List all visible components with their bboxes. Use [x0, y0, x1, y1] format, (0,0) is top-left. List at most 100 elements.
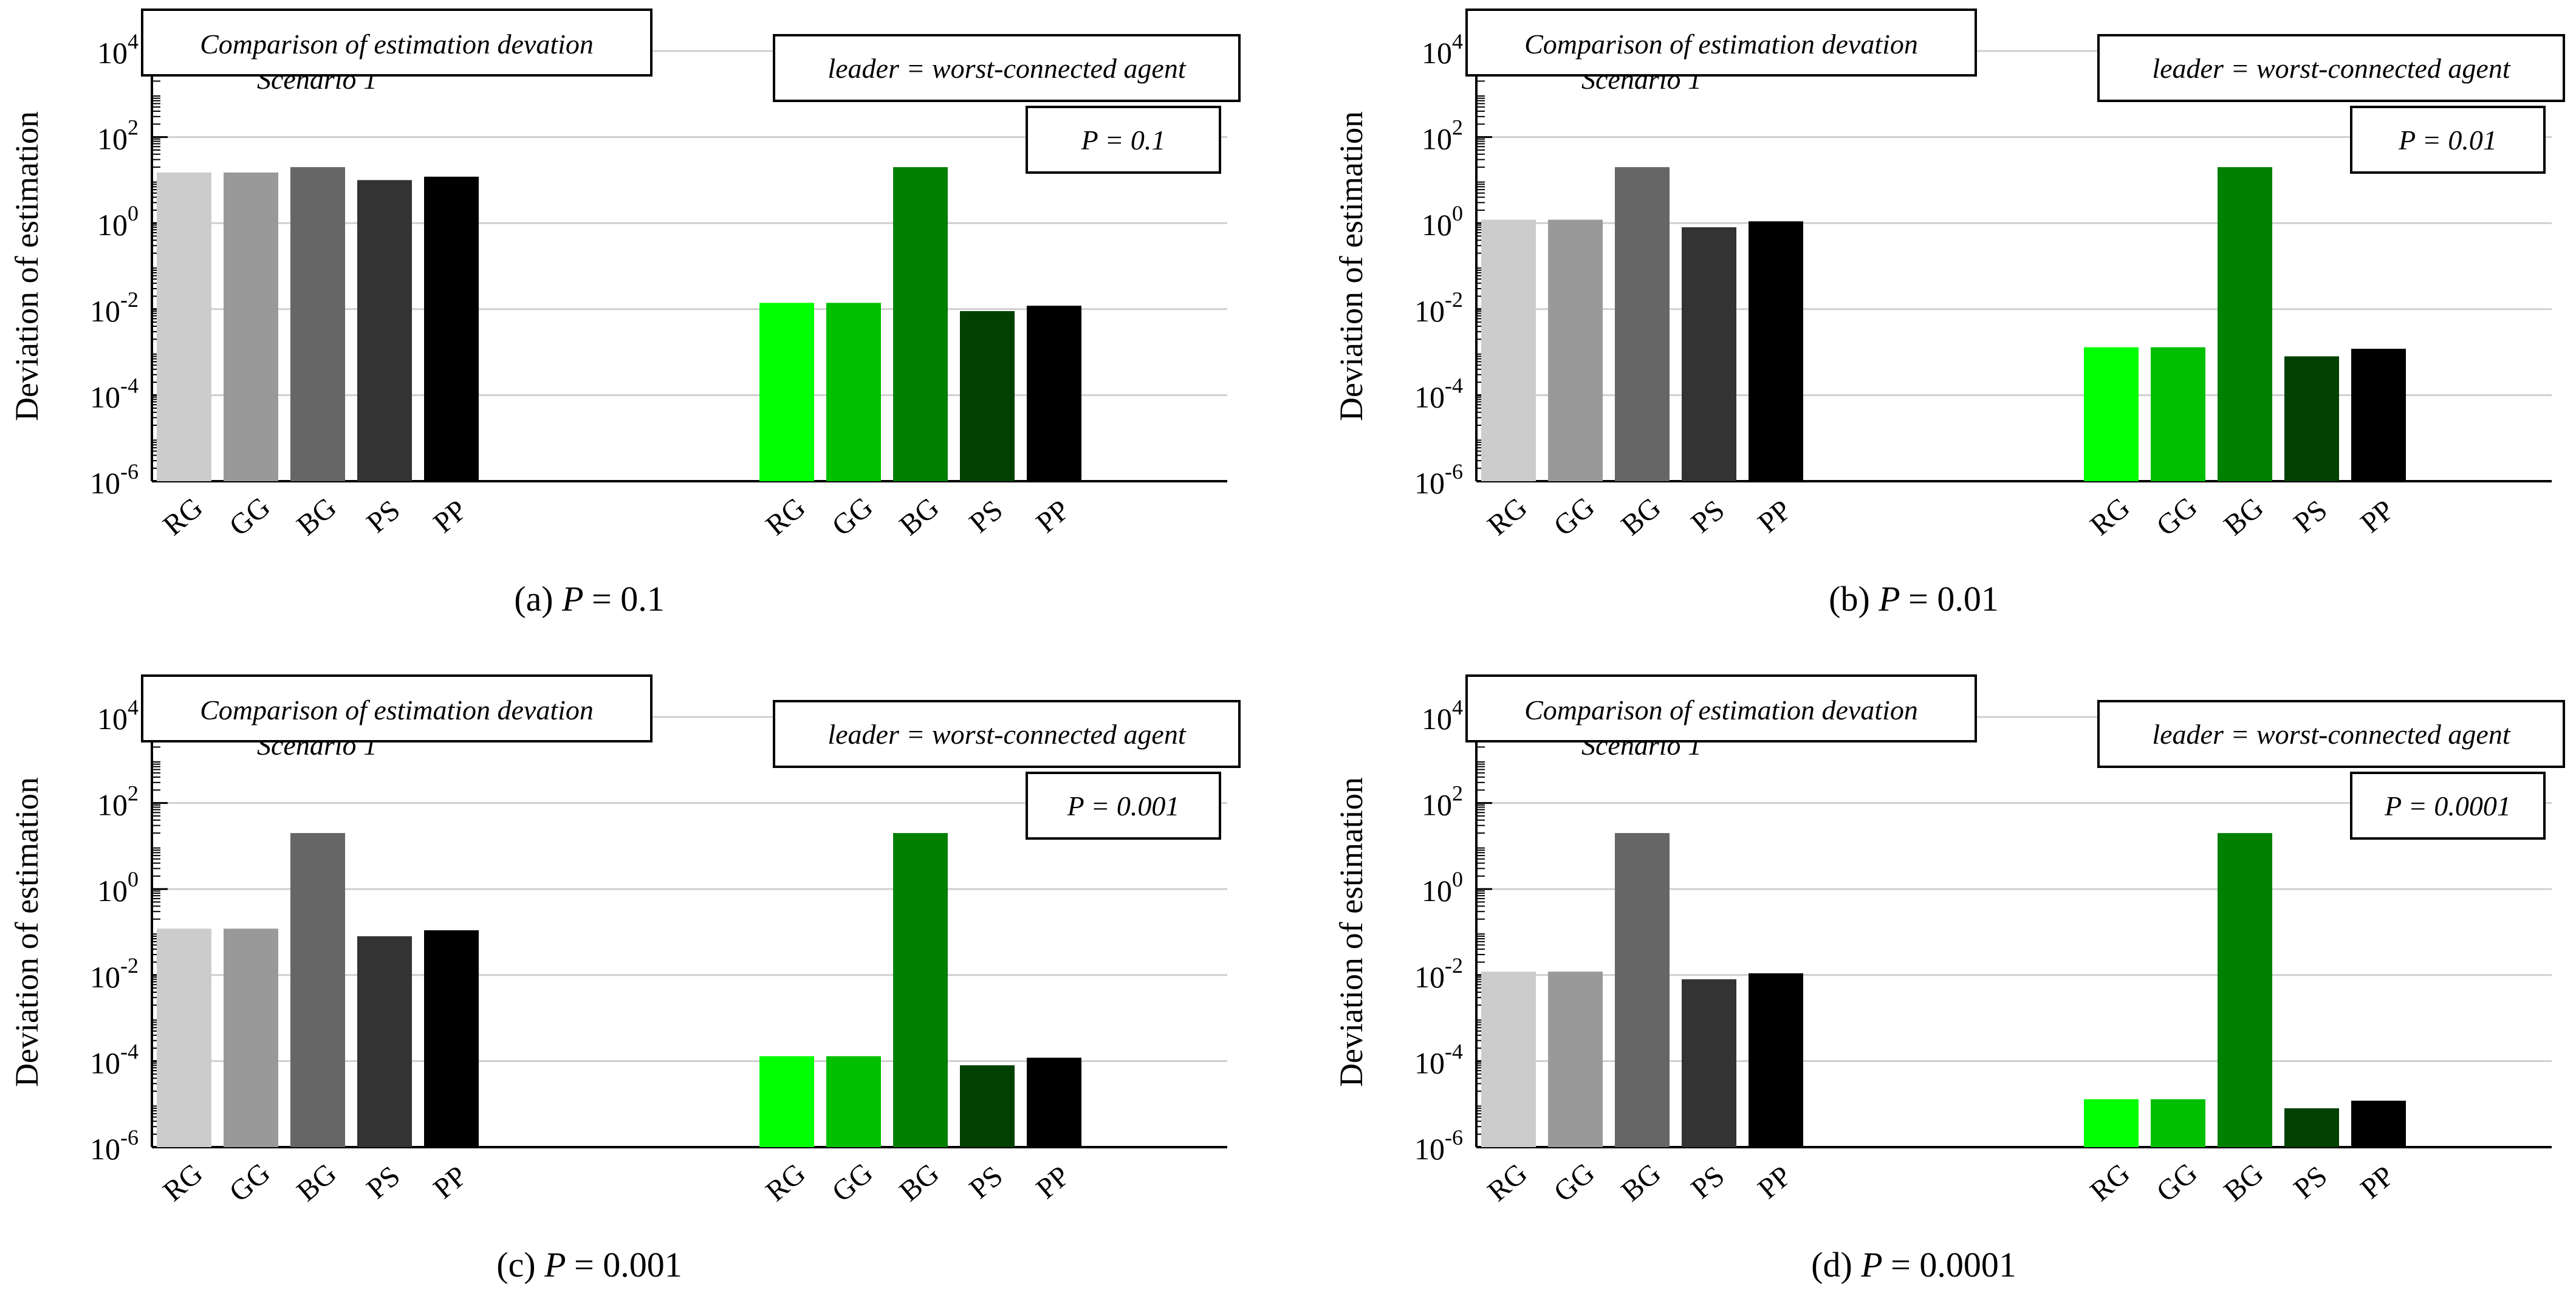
- x-tick-label: PP: [2355, 494, 2400, 540]
- x-tick-label: RG: [1481, 491, 1533, 541]
- x-tick-label: BG: [893, 491, 945, 541]
- note-box-title: [141, 674, 653, 742]
- chart-panel-d: 10-6 10-4 10-2 100 102 104 Deviation of estima…: [1333, 674, 2565, 1284]
- x-tick-label: PS: [964, 494, 1009, 540]
- chart-panel-b: 10-6 10-4 10-2 100 102 104 Deviation of estima…: [1333, 9, 2565, 619]
- note-box-leader: [2097, 700, 2565, 768]
- panel-caption: (a) P = 0.1: [514, 579, 664, 619]
- note-box-leader: [773, 700, 1241, 768]
- y-tick-label: 100: [1422, 201, 1463, 242]
- bar-2-bg: [2218, 167, 2272, 482]
- bar-1-pp: [424, 930, 479, 1147]
- bar-1-pp: [424, 176, 479, 481]
- x-tick-label: PS: [361, 1160, 406, 1205]
- y-tick-label: 10-4: [90, 1039, 139, 1080]
- y-tick-label: 10-4: [1414, 373, 1463, 414]
- bar-1-ps: [1682, 979, 1736, 1147]
- panel-caption: (d) P = 0.0001: [1811, 1245, 2016, 1284]
- x-tick-label: PP: [1030, 1160, 1076, 1205]
- x-tick-label: RG: [759, 491, 811, 541]
- bar-2-gg: [2151, 1099, 2205, 1147]
- bar-1-pp: [1749, 973, 1803, 1147]
- y-tick-label: 10-2: [90, 287, 139, 328]
- x-tick-label: BG: [1615, 1157, 1667, 1207]
- x-tick-label: GG: [826, 1157, 879, 1209]
- bar-2-pp: [1027, 1057, 1081, 1147]
- bar-1-ps: [1682, 227, 1736, 481]
- x-tick-label: PP: [1752, 1160, 1798, 1205]
- bar-2-bg: [2218, 833, 2272, 1147]
- bar-1-pp: [1749, 221, 1803, 481]
- bar-1-rg: [1481, 972, 1536, 1147]
- bar-1-ps: [357, 180, 412, 481]
- x-tick-label: PS: [1685, 494, 1731, 540]
- y-tick-label: 10-6: [1414, 459, 1463, 500]
- y-tick-label: 10-6: [90, 1125, 139, 1166]
- bar-2-rg: [2084, 1099, 2139, 1147]
- note-box-p: [2350, 106, 2546, 174]
- y-tick-label: 104: [1422, 29, 1463, 70]
- x-tick-label: BG: [2218, 1157, 2269, 1207]
- x-tick-label: PP: [1752, 494, 1798, 540]
- x-tick-label: PP: [2355, 1160, 2400, 1205]
- x-tick-label: PP: [428, 494, 473, 540]
- bar-2-rg: [759, 303, 814, 481]
- x-tick-label: BG: [893, 1157, 945, 1207]
- y-tick-label: 10-6: [1414, 1125, 1463, 1166]
- note-box-leader: [2097, 34, 2565, 102]
- note-box-p: [1026, 106, 1221, 174]
- y-tick-label: 100: [1422, 867, 1463, 908]
- y-tick-label: 10-6: [90, 459, 139, 500]
- y-axis-label: Deviation of estimation: [9, 111, 45, 421]
- x-tick-label: GG: [2150, 1157, 2203, 1209]
- x-tick-label: RG: [157, 491, 208, 541]
- x-tick-label: GG: [2150, 491, 2203, 543]
- x-tick-label: BG: [1615, 491, 1667, 541]
- y-tick-label: 100: [97, 867, 139, 908]
- bar-2-ps: [960, 1065, 1015, 1147]
- y-tick-label: 10-4: [1414, 1039, 1463, 1080]
- x-tick-label: PP: [1030, 494, 1076, 540]
- x-tick-label: PS: [2288, 1160, 2334, 1205]
- note-box-p: [2350, 772, 2546, 840]
- y-tick-label: 102: [97, 781, 139, 822]
- bar-1-ps: [357, 936, 412, 1147]
- bar-1-gg: [1548, 219, 1603, 481]
- x-tick-label: GG: [826, 491, 879, 543]
- note-box-title: [1465, 9, 1977, 77]
- bar-2-pp: [2351, 348, 2406, 481]
- x-tick-label: PS: [964, 1160, 1009, 1205]
- bar-2-bg: [893, 167, 948, 482]
- note-box-p: [1026, 772, 1221, 840]
- bar-1-gg: [224, 172, 278, 481]
- x-tick-label: GG: [1547, 491, 1600, 543]
- note-leader: leader = worst-connected agent: [827, 719, 1187, 750]
- x-tick-label: GG: [1547, 1157, 1600, 1209]
- bar-2-gg: [826, 303, 881, 481]
- note-leader: leader = worst-connected agent: [2152, 719, 2511, 750]
- chart-panel-c: 10-6 10-4 10-2 100 102 104 Deviation of estima…: [9, 674, 1241, 1284]
- note-title: Comparison of estimation devation: [200, 29, 594, 60]
- bar-1-gg: [224, 928, 278, 1147]
- bar-1-gg: [1548, 972, 1603, 1147]
- y-tick-label: 102: [1422, 115, 1463, 156]
- y-axis-label: Deviation of estimation: [9, 777, 45, 1087]
- x-tick-label: PS: [361, 494, 406, 540]
- x-tick-label: BG: [2218, 491, 2269, 541]
- y-tick-label: 104: [1422, 695, 1463, 736]
- bar-2-rg: [2084, 347, 2139, 481]
- bar-1-rg: [1481, 219, 1536, 481]
- note-leader: leader = worst-connected agent: [2152, 53, 2511, 84]
- note-p-value: P = 0.1: [1081, 125, 1166, 156]
- y-tick-label: 104: [97, 29, 139, 70]
- bar-2-pp: [1027, 306, 1081, 481]
- bar-1-bg: [1615, 833, 1670, 1147]
- chart-panel-a: 10-6 10-4 10-2 100 102 104 Deviation of estima…: [9, 9, 1241, 619]
- bar-1-bg: [1615, 167, 1670, 482]
- y-tick-label: 10-2: [90, 953, 139, 994]
- bar-2-ps: [960, 311, 1015, 481]
- y-tick-label: 10-2: [1414, 287, 1463, 328]
- bar-1-rg: [157, 928, 211, 1147]
